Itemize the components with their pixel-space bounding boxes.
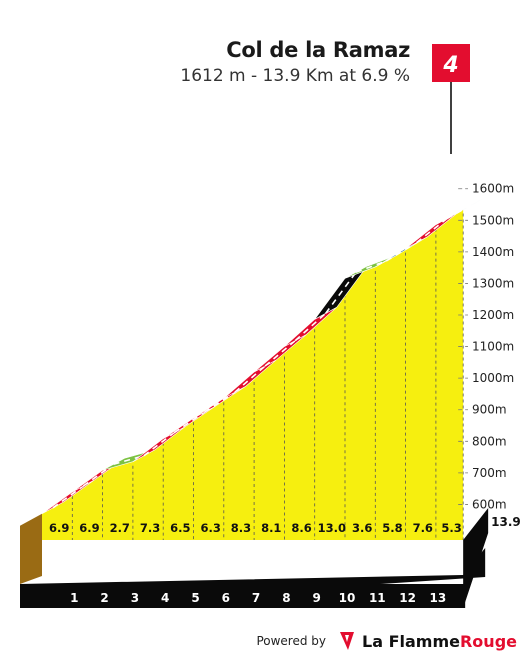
y-tick-label: 600m xyxy=(472,497,507,511)
category-label: 4 xyxy=(442,53,458,78)
km-label: 3 xyxy=(131,591,139,605)
climb-summary: 1612 m - 13.9 Km at 6.9 % xyxy=(180,66,410,86)
elevation-profile-chart: 600m 700m 800m 900m 1000m 1100m 1200m 1300m 1400… xyxy=(20,44,521,608)
y-tick-label: 1500m xyxy=(472,213,514,227)
y-tick-label: 1600m xyxy=(472,182,514,196)
km-label: 4 xyxy=(161,591,169,605)
gradient-label: 8.3 xyxy=(231,521,251,535)
y-tick-label: 1100m xyxy=(472,340,514,354)
gradient-label: 7.3 xyxy=(140,521,160,535)
segment-centerline xyxy=(355,260,387,274)
km-label: 7 xyxy=(252,591,260,605)
km-strip-end xyxy=(463,508,489,608)
segment-centerline xyxy=(446,202,475,220)
gradient-label: 5.3 xyxy=(441,521,461,535)
km-label: 9 xyxy=(313,591,321,605)
km-label: 12 xyxy=(399,591,416,605)
gradient-label: 6.3 xyxy=(200,521,220,535)
gradient-label: 6.9 xyxy=(49,521,69,535)
brand-main: La Flamme xyxy=(362,631,460,651)
end-distance-label: 13.9 xyxy=(491,515,521,529)
km-label: 13 xyxy=(430,591,447,605)
gradient-label: 6.9 xyxy=(79,521,99,535)
flame-logo-icon xyxy=(340,632,355,650)
powered-by-label: Powered by xyxy=(256,634,327,648)
y-tick-label: 700m xyxy=(472,466,507,480)
y-tick-label: 1000m xyxy=(472,371,514,385)
km-label: 8 xyxy=(282,591,290,605)
gradient-label: 2.7 xyxy=(110,521,130,535)
brand-accent: Rouge xyxy=(459,631,517,651)
y-tick-label: 800m xyxy=(472,434,507,448)
km-strip-front xyxy=(20,584,466,608)
y-tick-label: 1300m xyxy=(472,276,514,290)
segment-centerline xyxy=(325,271,357,314)
km-label: 1 xyxy=(70,591,78,605)
km-label: 5 xyxy=(191,591,199,605)
km-label: 2 xyxy=(100,591,108,605)
y-tick-label: 1200m xyxy=(472,308,514,322)
y-tick-label: 900m xyxy=(472,403,507,417)
km-label: 10 xyxy=(339,591,356,605)
gradient-label: 8.1 xyxy=(261,521,281,535)
y-tick-label: 1400m xyxy=(472,245,514,259)
gradient-label: 7.6 xyxy=(413,521,433,535)
gradient-label: 13.0 xyxy=(318,521,346,535)
gradient-label: 3.6 xyxy=(352,521,372,535)
segment-centerline xyxy=(294,312,327,342)
segment-centerline xyxy=(264,339,296,367)
page-title: Col de la Ramaz xyxy=(226,38,410,62)
base-side xyxy=(20,513,42,584)
km-label: 11 xyxy=(369,591,386,605)
footer: Powered by La FlammeRouge xyxy=(256,631,517,651)
km-label: 6 xyxy=(222,591,230,605)
gradient-label: 8.6 xyxy=(291,521,311,535)
category-badge xyxy=(432,44,470,82)
segment-centerline xyxy=(234,365,266,393)
brand-name: La FlammeRouge xyxy=(362,632,517,651)
gradient-label: 6.5 xyxy=(170,521,190,535)
segment-centerline xyxy=(385,241,418,262)
gradient-label: 5.8 xyxy=(382,521,402,535)
